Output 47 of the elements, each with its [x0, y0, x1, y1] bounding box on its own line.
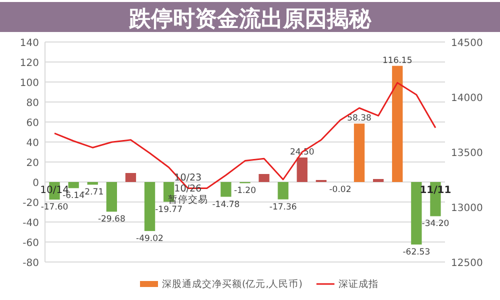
bar — [125, 173, 136, 182]
y-tick-label: 80 — [26, 98, 39, 109]
bar — [354, 124, 365, 182]
annotation: 10/26 — [174, 184, 202, 195]
y2-tick-label: 14500 — [451, 38, 483, 49]
y2-tick-label: 13000 — [451, 203, 483, 214]
bar — [278, 182, 288, 200]
y-tick-label: 0 — [32, 178, 39, 189]
legend-label: 深股通成交净买额(亿元,人民币) — [162, 278, 302, 290]
bar — [392, 66, 403, 182]
bar — [220, 182, 232, 197]
bar — [373, 179, 384, 182]
y-tick-label: 100 — [20, 78, 39, 89]
chart-title: 跌停时资金流出原因揭秘 — [128, 6, 372, 32]
data-label: -29.68 — [98, 214, 126, 225]
data-label: -14.78 — [212, 200, 240, 210]
bar — [411, 182, 422, 245]
y2-tick-label: 13500 — [451, 148, 483, 159]
data-label: -62.53 — [402, 248, 430, 258]
data-label: -34.20 — [422, 219, 450, 230]
y2-tick-label: 12500 — [451, 258, 483, 269]
data-label: -19.77 — [155, 204, 183, 215]
y2-tick-label: 14000 — [451, 93, 483, 104]
data-label: 116.15 — [382, 56, 412, 66]
y-tick-label: 20 — [26, 158, 39, 169]
data-label: -17.60 — [40, 202, 68, 213]
data-label: -1.20 — [234, 186, 256, 196]
data-label: 58.38 — [347, 114, 372, 124]
data-label: -17.36 — [269, 202, 297, 212]
bar — [87, 182, 98, 185]
y-tick-label: 40 — [26, 138, 39, 149]
y-tick-label: -40 — [22, 218, 39, 229]
bar — [296, 158, 308, 182]
legend-label: 深证成指 — [338, 278, 378, 290]
y-tick-label: 60 — [26, 118, 39, 129]
data-label: -49.02 — [136, 234, 164, 244]
bar — [258, 174, 270, 182]
bar — [144, 182, 156, 232]
data-label: -0.02 — [329, 185, 352, 196]
y-tick-label: -20 — [22, 198, 39, 209]
y-tick-label: -80 — [22, 258, 39, 269]
y-tick-label: 120 — [20, 58, 39, 69]
bar — [106, 182, 117, 212]
bar — [68, 182, 79, 188]
data-label: -6.14 — [62, 191, 85, 202]
y-tick-label: 140 — [20, 38, 39, 49]
y-tick-label: -60 — [22, 238, 39, 249]
